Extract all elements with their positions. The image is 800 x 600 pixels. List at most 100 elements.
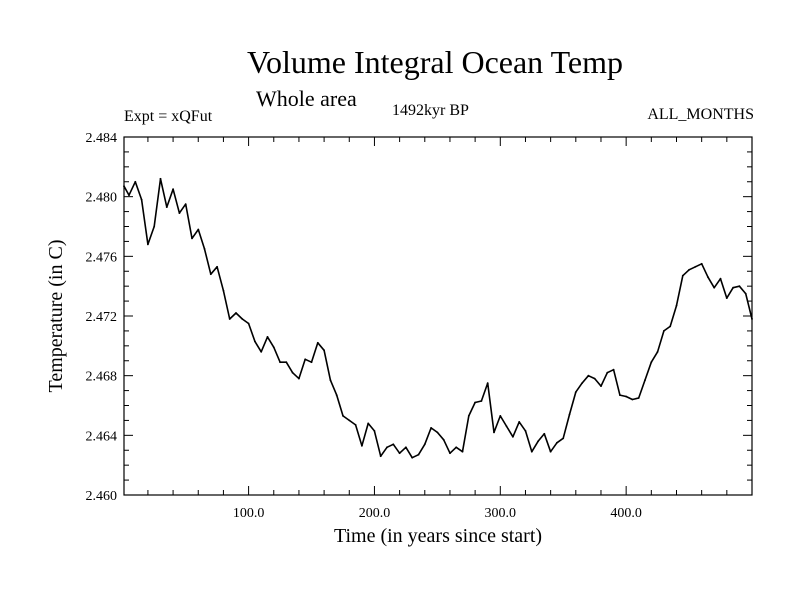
data-point	[147, 243, 149, 246]
data-point	[530, 450, 533, 453]
data-point	[329, 379, 332, 381]
data-point	[178, 212, 181, 215]
data-point	[549, 450, 552, 453]
months-label: ALL_MONTHS	[647, 106, 754, 123]
data-point	[140, 198, 143, 201]
data-point	[260, 350, 263, 353]
data-point	[367, 422, 370, 425]
data-point	[732, 286, 734, 289]
data-point	[675, 304, 678, 307]
data-point	[562, 437, 565, 440]
data-point	[316, 341, 319, 344]
y-tick-label: 2.476	[86, 250, 118, 265]
data-point	[461, 450, 464, 453]
data-point	[235, 312, 237, 314]
data-point	[524, 430, 527, 432]
data-point	[348, 419, 351, 422]
x-tick-label: 200.0	[359, 506, 391, 521]
data-point	[455, 446, 458, 449]
data-point	[600, 385, 602, 387]
y-tick-label: 2.480	[86, 191, 118, 206]
data-point	[279, 361, 281, 364]
data-point	[688, 268, 690, 271]
data-point	[291, 371, 294, 374]
data-point	[700, 262, 703, 265]
x-tick-label: 400.0	[610, 506, 642, 521]
x-axis: 100.0 200.0 300.0 400.0	[147, 137, 728, 521]
data-point	[537, 440, 539, 443]
data-point	[713, 286, 716, 289]
data-point	[543, 432, 546, 435]
y-tick-label: 2.472	[86, 310, 118, 325]
data-point	[606, 371, 609, 374]
data-point	[285, 361, 288, 364]
data-point	[449, 452, 451, 455]
x-tick-label: 300.0	[485, 506, 517, 521]
data-point	[128, 194, 130, 197]
data-point	[398, 452, 401, 455]
data-point	[323, 349, 325, 352]
data-point	[725, 297, 728, 299]
data-point	[637, 397, 640, 399]
data-point	[209, 273, 212, 276]
data-point	[568, 413, 571, 416]
data-point	[593, 377, 596, 380]
data-point	[197, 228, 200, 231]
data-point	[123, 185, 125, 188]
x-tick-label: 100.0	[233, 506, 265, 521]
data-point	[411, 456, 414, 459]
data-point	[159, 177, 162, 180]
data-point	[480, 400, 483, 402]
data-point	[738, 285, 741, 288]
data-point	[335, 394, 338, 396]
data-point	[153, 225, 156, 228]
data-point	[644, 379, 646, 381]
data-point	[184, 203, 187, 206]
data-point	[499, 415, 502, 417]
data-point	[625, 395, 627, 398]
data-point	[405, 446, 407, 449]
data-point	[650, 361, 653, 364]
data-point	[241, 318, 244, 320]
data-point	[354, 424, 357, 426]
data-point	[467, 415, 470, 417]
series-line	[123, 178, 753, 459]
data-point	[172, 188, 175, 191]
data-point	[165, 206, 168, 209]
data-point	[505, 425, 508, 428]
chart-subtitle: Whole area	[256, 86, 357, 111]
y-tick-label: 2.468	[86, 370, 118, 385]
data-point	[619, 394, 621, 396]
data-point	[134, 180, 137, 183]
y-axis-label: Temperature (in C)	[45, 240, 67, 393]
plot-frame	[123, 136, 753, 496]
x-axis-label: Time (in years since start)	[334, 525, 542, 547]
data-point	[512, 435, 514, 438]
data-point	[663, 330, 665, 332]
period-label: 1492kyr BP	[392, 102, 469, 119]
data-point	[216, 265, 219, 268]
data-point	[751, 318, 753, 320]
data-point	[493, 431, 495, 434]
data-point	[373, 430, 376, 432]
data-point	[310, 361, 313, 364]
data-point	[222, 289, 225, 292]
data-point	[191, 237, 193, 240]
y-tick-label: 2.484	[86, 131, 118, 146]
data-point	[272, 346, 275, 349]
data-point	[656, 350, 659, 353]
y-tick-label: 2.464	[86, 429, 118, 444]
data-point	[423, 443, 426, 446]
data-point	[556, 441, 558, 444]
data-point	[304, 358, 307, 361]
data-point	[266, 336, 269, 338]
data-point	[430, 427, 432, 429]
data-point	[631, 398, 634, 401]
data-point	[669, 325, 672, 328]
data-point	[379, 455, 382, 458]
series-group	[123, 177, 753, 459]
data-point	[392, 443, 395, 446]
data-point	[247, 322, 250, 325]
data-point	[587, 374, 590, 377]
